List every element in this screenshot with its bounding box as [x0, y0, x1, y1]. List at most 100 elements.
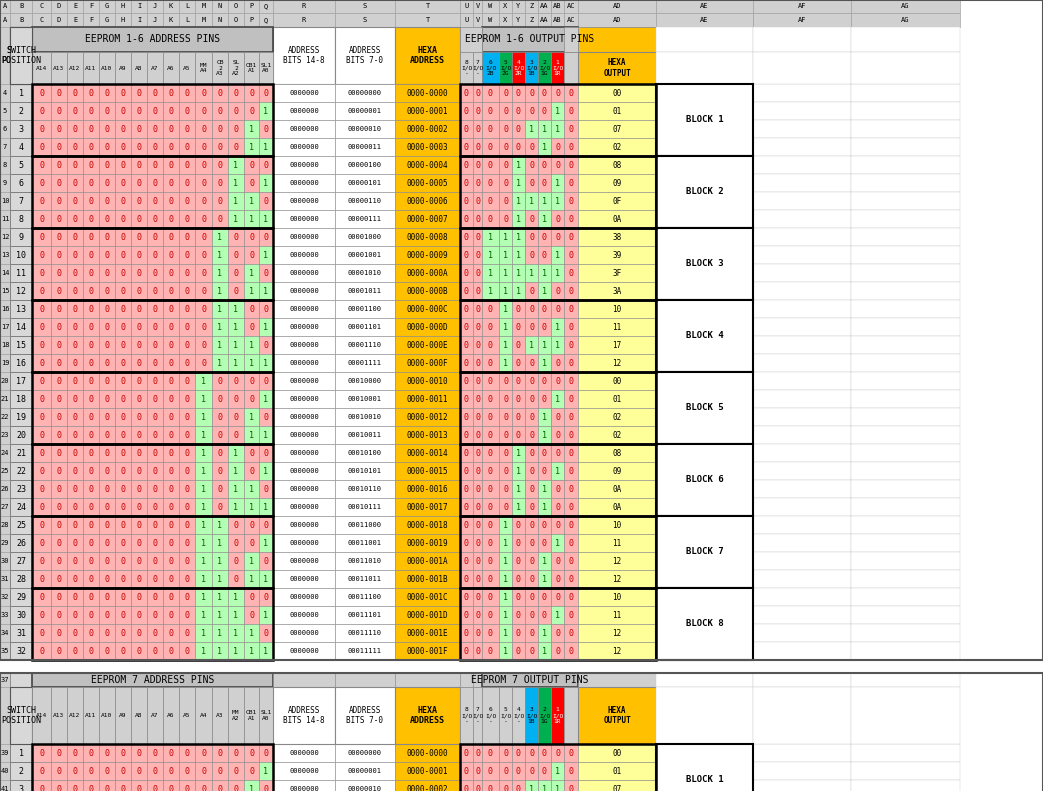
- Bar: [147, 444, 163, 462]
- Bar: [335, 408, 395, 426]
- Text: 0: 0: [185, 646, 190, 656]
- Text: 0: 0: [39, 557, 44, 566]
- Bar: [10, 282, 32, 300]
- Bar: [115, 534, 131, 552]
- Bar: [259, 588, 273, 606]
- Bar: [67, 606, 83, 624]
- Bar: [499, 606, 512, 624]
- Text: 10: 10: [612, 520, 622, 529]
- Bar: [115, 426, 131, 444]
- Text: 1: 1: [218, 520, 222, 529]
- Bar: [753, 120, 851, 138]
- Text: 0000000: 0000000: [289, 432, 319, 438]
- Bar: [212, 52, 228, 84]
- Bar: [163, 534, 179, 552]
- Text: 0: 0: [152, 485, 157, 494]
- Bar: [753, 426, 851, 444]
- Text: 0: 0: [516, 358, 522, 368]
- Bar: [395, 354, 460, 372]
- Text: 0: 0: [73, 286, 77, 296]
- Bar: [395, 27, 460, 84]
- Text: 0: 0: [516, 142, 522, 152]
- Text: 0: 0: [264, 340, 268, 350]
- Bar: [335, 534, 395, 552]
- Text: Y: Y: [516, 3, 520, 9]
- Text: 0: 0: [234, 520, 239, 529]
- Text: 0: 0: [39, 323, 44, 331]
- Text: 0: 0: [529, 179, 534, 187]
- Bar: [564, 282, 578, 300]
- Bar: [335, 552, 395, 570]
- Bar: [538, 744, 551, 762]
- Bar: [551, 498, 564, 516]
- Text: 0: 0: [56, 646, 62, 656]
- Text: 23: 23: [1, 432, 9, 438]
- Text: SL1
A0: SL1 A0: [261, 710, 271, 721]
- Bar: [259, 780, 273, 791]
- Text: 0: 0: [529, 214, 534, 224]
- Bar: [472, 138, 482, 156]
- Bar: [179, 264, 195, 282]
- Bar: [83, 552, 99, 570]
- Bar: [163, 102, 179, 120]
- Bar: [228, 228, 244, 246]
- Text: 0: 0: [503, 196, 508, 206]
- Text: 0: 0: [201, 233, 207, 241]
- Bar: [753, 156, 851, 174]
- Text: 0000-0007: 0000-0007: [407, 214, 448, 224]
- Text: 0: 0: [152, 592, 157, 601]
- Bar: [525, 624, 538, 642]
- Text: 0: 0: [89, 592, 94, 601]
- Text: 0000-000A: 0000-000A: [407, 268, 448, 278]
- Bar: [195, 138, 212, 156]
- Text: 0: 0: [488, 142, 493, 152]
- Text: BLOCK 6: BLOCK 6: [685, 475, 723, 485]
- Text: 0: 0: [488, 766, 493, 775]
- Bar: [460, 13, 472, 27]
- Bar: [851, 516, 960, 534]
- Text: 0: 0: [516, 574, 522, 584]
- Text: 0: 0: [104, 142, 110, 152]
- Text: 0000-0014: 0000-0014: [407, 448, 448, 457]
- Text: 0000-0002: 0000-0002: [407, 785, 448, 791]
- Text: 0: 0: [137, 748, 142, 758]
- Text: 4: 4: [19, 142, 24, 152]
- Text: 0000000: 0000000: [289, 768, 319, 774]
- Bar: [212, 264, 228, 282]
- Bar: [335, 210, 395, 228]
- Bar: [460, 606, 472, 624]
- Bar: [179, 480, 195, 498]
- Text: 1: 1: [542, 574, 547, 584]
- Text: A8: A8: [136, 66, 143, 70]
- Bar: [499, 462, 512, 480]
- Text: 0: 0: [56, 214, 62, 224]
- Bar: [0, 426, 10, 444]
- Text: 0: 0: [169, 268, 173, 278]
- Text: 1: 1: [201, 574, 207, 584]
- Text: 0: 0: [488, 412, 493, 422]
- Text: 0: 0: [555, 358, 560, 368]
- Bar: [131, 13, 147, 27]
- Bar: [753, 498, 851, 516]
- Bar: [335, 673, 395, 687]
- Bar: [472, 673, 482, 687]
- Bar: [163, 228, 179, 246]
- Bar: [163, 13, 179, 27]
- Bar: [499, 624, 512, 642]
- Text: 0: 0: [185, 214, 190, 224]
- Bar: [460, 480, 472, 498]
- Bar: [131, 192, 147, 210]
- Bar: [32, 300, 273, 372]
- Text: 00011010: 00011010: [348, 558, 382, 564]
- Text: 1: 1: [249, 574, 254, 584]
- Bar: [67, 52, 83, 84]
- Text: 0: 0: [185, 395, 190, 403]
- Bar: [228, 516, 244, 534]
- Text: 0: 0: [542, 592, 547, 601]
- Text: 0: 0: [264, 520, 268, 529]
- Text: 0: 0: [516, 646, 522, 656]
- Text: 0: 0: [542, 233, 547, 241]
- Text: 0: 0: [503, 179, 508, 187]
- Bar: [395, 534, 460, 552]
- Text: 0000000: 0000000: [289, 108, 319, 114]
